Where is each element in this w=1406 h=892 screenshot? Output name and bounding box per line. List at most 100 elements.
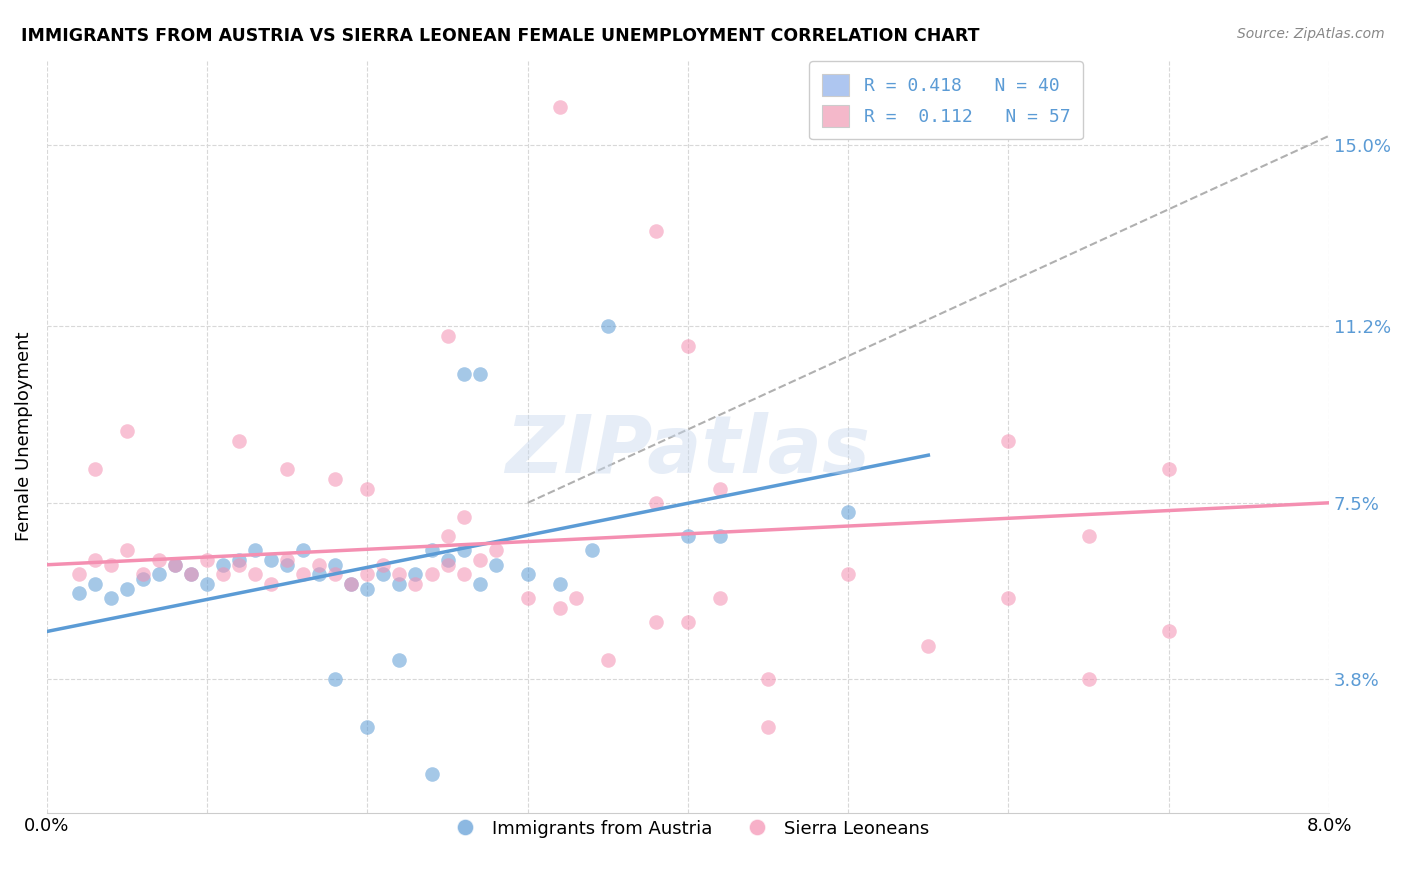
Point	[340, 577, 363, 591]
Point	[100, 591, 122, 606]
Point	[67, 567, 90, 582]
Point	[468, 367, 491, 381]
Point	[516, 567, 538, 582]
Point	[356, 582, 378, 596]
Point	[420, 767, 443, 781]
Point	[212, 558, 235, 572]
Point	[356, 567, 378, 582]
Point	[340, 577, 363, 591]
Point	[388, 577, 411, 591]
Point	[1077, 529, 1099, 543]
Point	[180, 567, 202, 582]
Point	[917, 639, 939, 653]
Point	[84, 553, 107, 567]
Point	[165, 558, 187, 572]
Point	[436, 329, 458, 343]
Point	[468, 553, 491, 567]
Point	[115, 425, 138, 439]
Point	[115, 582, 138, 596]
Point	[548, 100, 571, 114]
Point	[84, 462, 107, 476]
Point	[516, 591, 538, 606]
Point	[1157, 462, 1180, 476]
Point	[148, 567, 170, 582]
Point	[132, 567, 155, 582]
Point	[276, 558, 298, 572]
Text: Source: ZipAtlas.com: Source: ZipAtlas.com	[1237, 27, 1385, 41]
Point	[709, 529, 731, 543]
Point	[1077, 672, 1099, 686]
Point	[997, 591, 1019, 606]
Point	[373, 558, 395, 572]
Point	[325, 558, 347, 572]
Point	[228, 434, 250, 448]
Point	[148, 553, 170, 567]
Point	[325, 567, 347, 582]
Point	[388, 567, 411, 582]
Point	[276, 462, 298, 476]
Legend: Immigrants from Austria, Sierra Leoneans: Immigrants from Austria, Sierra Leoneans	[439, 813, 936, 845]
Point	[212, 567, 235, 582]
Point	[388, 653, 411, 667]
Point	[676, 615, 699, 629]
Point	[356, 482, 378, 496]
Point	[485, 543, 508, 558]
Point	[997, 434, 1019, 448]
Point	[292, 543, 315, 558]
Point	[292, 567, 315, 582]
Point	[644, 224, 666, 238]
Point	[756, 720, 779, 734]
Point	[548, 600, 571, 615]
Point	[245, 567, 267, 582]
Point	[436, 558, 458, 572]
Text: IMMIGRANTS FROM AUSTRIA VS SIERRA LEONEAN FEMALE UNEMPLOYMENT CORRELATION CHART: IMMIGRANTS FROM AUSTRIA VS SIERRA LEONEA…	[21, 27, 980, 45]
Point	[195, 577, 218, 591]
Point	[132, 572, 155, 586]
Point	[228, 553, 250, 567]
Point	[245, 543, 267, 558]
Point	[405, 577, 427, 591]
Point	[644, 496, 666, 510]
Point	[676, 529, 699, 543]
Point	[837, 567, 859, 582]
Point	[709, 591, 731, 606]
Point	[453, 543, 475, 558]
Point	[308, 567, 330, 582]
Point	[709, 482, 731, 496]
Y-axis label: Female Unemployment: Female Unemployment	[15, 331, 32, 541]
Point	[228, 558, 250, 572]
Point	[581, 543, 603, 558]
Point	[485, 558, 508, 572]
Point	[373, 567, 395, 582]
Point	[67, 586, 90, 600]
Point	[325, 472, 347, 486]
Point	[356, 720, 378, 734]
Text: ZIPatlas: ZIPatlas	[505, 412, 870, 490]
Point	[195, 553, 218, 567]
Point	[644, 615, 666, 629]
Point	[453, 510, 475, 524]
Point	[453, 567, 475, 582]
Point	[100, 558, 122, 572]
Point	[405, 567, 427, 582]
Point	[596, 319, 619, 334]
Point	[260, 577, 283, 591]
Point	[565, 591, 588, 606]
Point	[1157, 624, 1180, 639]
Point	[756, 672, 779, 686]
Point	[468, 577, 491, 591]
Point	[548, 577, 571, 591]
Point	[276, 553, 298, 567]
Point	[84, 577, 107, 591]
Point	[453, 367, 475, 381]
Point	[837, 505, 859, 519]
Point	[115, 543, 138, 558]
Point	[420, 567, 443, 582]
Point	[325, 672, 347, 686]
Point	[596, 653, 619, 667]
Point	[260, 553, 283, 567]
Point	[436, 553, 458, 567]
Point	[180, 567, 202, 582]
Point	[420, 543, 443, 558]
Point	[308, 558, 330, 572]
